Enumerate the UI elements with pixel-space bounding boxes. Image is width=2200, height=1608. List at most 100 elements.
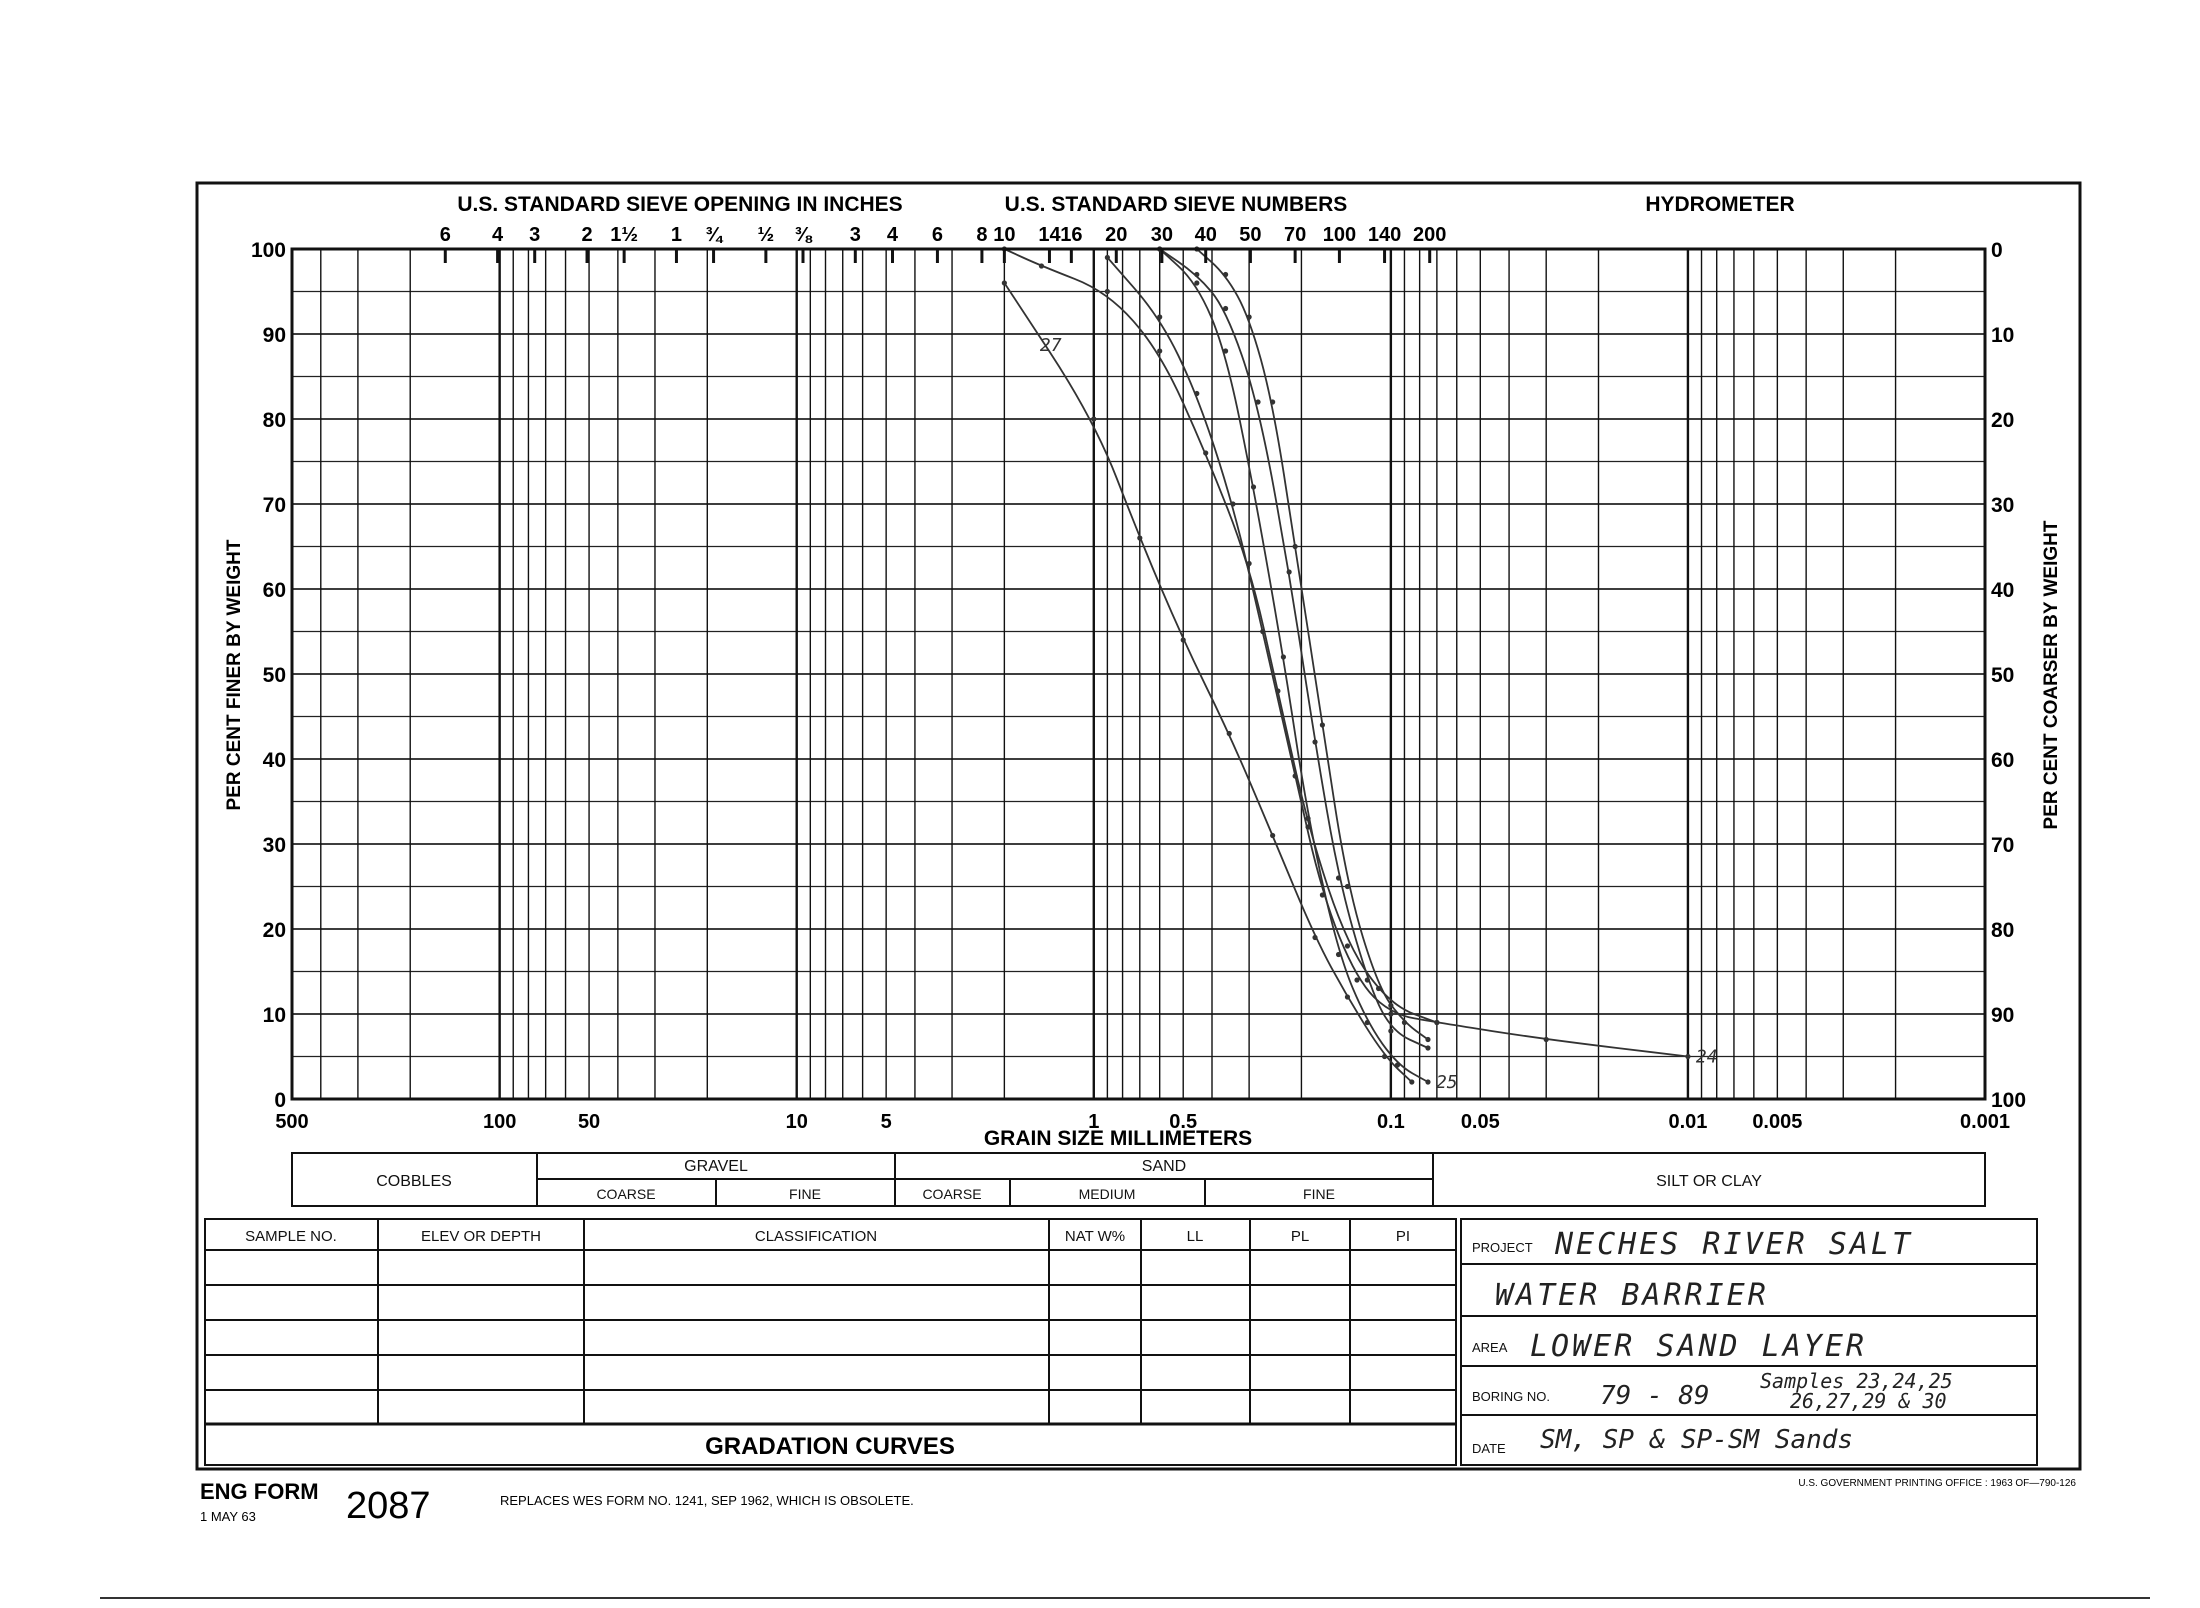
y-tick-right: 90 [1991, 1004, 2014, 1027]
y-tick-right: 10 [1991, 324, 2014, 347]
data-point [1425, 1036, 1431, 1043]
x-tick-label: 0.005 [1752, 1111, 1802, 1133]
chart-grid [292, 249, 1985, 1099]
data-point [1194, 280, 1200, 286]
sieve-number-label: 30 [1151, 224, 1173, 246]
x-tick-label: 500 [275, 1111, 308, 1133]
y-tick-right: 60 [1991, 749, 2014, 772]
y-tick-left: 0 [274, 1089, 286, 1112]
data-point [1319, 722, 1325, 728]
data-point [1425, 1045, 1431, 1051]
area-label: AREA [1472, 1340, 1508, 1355]
sieve-number-label: 140 [1368, 224, 1401, 246]
x-tick-label: 5 [881, 1111, 892, 1133]
boring-label: BORING NO. [1472, 1389, 1550, 1404]
col-nat-w: NAT W% [1065, 1228, 1125, 1245]
data-point [1543, 1036, 1549, 1043]
sieve-number-label: 16 [1060, 224, 1082, 246]
data-point [1286, 569, 1292, 575]
gradation-curve [1003, 282, 1413, 1083]
x-tick-label: 0.5 [1169, 1111, 1197, 1133]
x-tick-label: 0.05 [1461, 1111, 1500, 1133]
y-tick-right: 30 [1991, 494, 2014, 517]
data-point [1344, 994, 1351, 1000]
data-point [1375, 985, 1382, 992]
class-sand-medium: MEDIUM [1079, 1186, 1136, 1202]
data-point [1203, 450, 1209, 456]
sieve-number-label: 8 [976, 224, 987, 246]
x-tick-label: 100 [483, 1111, 516, 1133]
gradation-curves-title: GRADATION CURVES [705, 1433, 955, 1460]
sieve-numbers-header: U.S. STANDARD SIEVE NUMBERS [1005, 193, 1348, 216]
data-point [1401, 1019, 1408, 1026]
data-point [1394, 1062, 1401, 1068]
data-point [1157, 314, 1163, 320]
hydrometer-header: HYDROMETER [1645, 193, 1794, 216]
series-label: 24 [1696, 1047, 1718, 1068]
data-point [1280, 654, 1286, 660]
form-label: ENG FORM [200, 1479, 319, 1504]
form-date: 1 MAY 63 [200, 1509, 256, 1524]
x-tick-label: 0.1 [1377, 1111, 1405, 1133]
y-axis-label-right: PER CENT COARSER BY WEIGHT [2041, 520, 2062, 829]
data-point [1409, 1079, 1415, 1085]
sieve-number-label: 6 [932, 224, 943, 246]
sample-table [204, 1218, 1457, 1466]
class-sand: SAND [1142, 1158, 1186, 1175]
data-point [1255, 399, 1261, 405]
data-point [1312, 934, 1318, 941]
y-tick-right: 70 [1991, 834, 2014, 857]
info-block [1460, 1218, 2038, 1466]
data-point [1364, 977, 1370, 983]
data-point [1305, 815, 1311, 822]
data-point [1364, 1019, 1370, 1026]
y-tick-left: 100 [251, 239, 286, 262]
class-gravel-coarse: COARSE [596, 1186, 655, 1202]
data-point [1157, 348, 1163, 354]
data-point [1246, 314, 1252, 320]
y-tick-left: 50 [263, 664, 286, 687]
y-tick-right: 20 [1991, 409, 2014, 432]
data-point [1222, 348, 1229, 354]
sieve-number-label: 14 [1038, 224, 1061, 246]
x-tick-label: 0.001 [1960, 1111, 2010, 1133]
col-classification: CLASSIFICATION [755, 1228, 877, 1245]
col-sample-no: SAMPLE NO. [245, 1228, 337, 1245]
y-tick-left: 80 [263, 409, 286, 432]
data-point [1194, 271, 1200, 278]
sieve-inch-label: 3 [529, 224, 540, 246]
sieve-inch-label: ½ [758, 224, 775, 246]
x-axis-label: GRAIN SIZE MILLIMETERS [984, 1127, 1252, 1150]
data-point [1685, 1053, 1691, 1060]
data-point [1226, 730, 1232, 737]
data-point [1344, 943, 1351, 949]
project-label: PROJECT [1472, 1240, 1533, 1255]
data-point [1312, 739, 1318, 745]
data-point [1270, 832, 1276, 839]
sieve-number-label: 40 [1195, 224, 1217, 246]
gradation-curve [1004, 248, 1438, 1024]
data-point [1222, 305, 1229, 312]
chart-series: 27 24 25 [1001, 246, 1718, 1093]
data-point [1292, 543, 1298, 550]
project-value-line2: WATER BARRIER [1495, 1278, 1769, 1313]
sieve-number-label: 20 [1105, 224, 1127, 246]
form-number: 2087 [346, 1485, 431, 1527]
class-silt-clay: SILT OR CLAY [1656, 1173, 1762, 1190]
area-value: LOWER SAND LAYER [1530, 1329, 1867, 1364]
gradation-curve [1106, 256, 1689, 1058]
date-label: DATE [1472, 1441, 1506, 1456]
data-point [1270, 399, 1276, 405]
y-tick-left: 30 [263, 834, 286, 857]
x-tick-label: 10 [786, 1111, 808, 1133]
sieve-inch-label: ⅜ [795, 224, 813, 246]
class-sand-fine: FINE [1303, 1186, 1335, 1202]
sieve-number-label: 4 [887, 224, 899, 246]
data-point [1038, 263, 1045, 269]
sieve-inch-label: 1½ [610, 224, 638, 246]
y-tick-left: 90 [263, 324, 286, 347]
date-value: SM, SP & SP-SM Sands [1540, 1425, 1853, 1455]
sieve-number-label: 70 [1284, 224, 1306, 246]
gradation-curve [1196, 248, 1429, 1041]
